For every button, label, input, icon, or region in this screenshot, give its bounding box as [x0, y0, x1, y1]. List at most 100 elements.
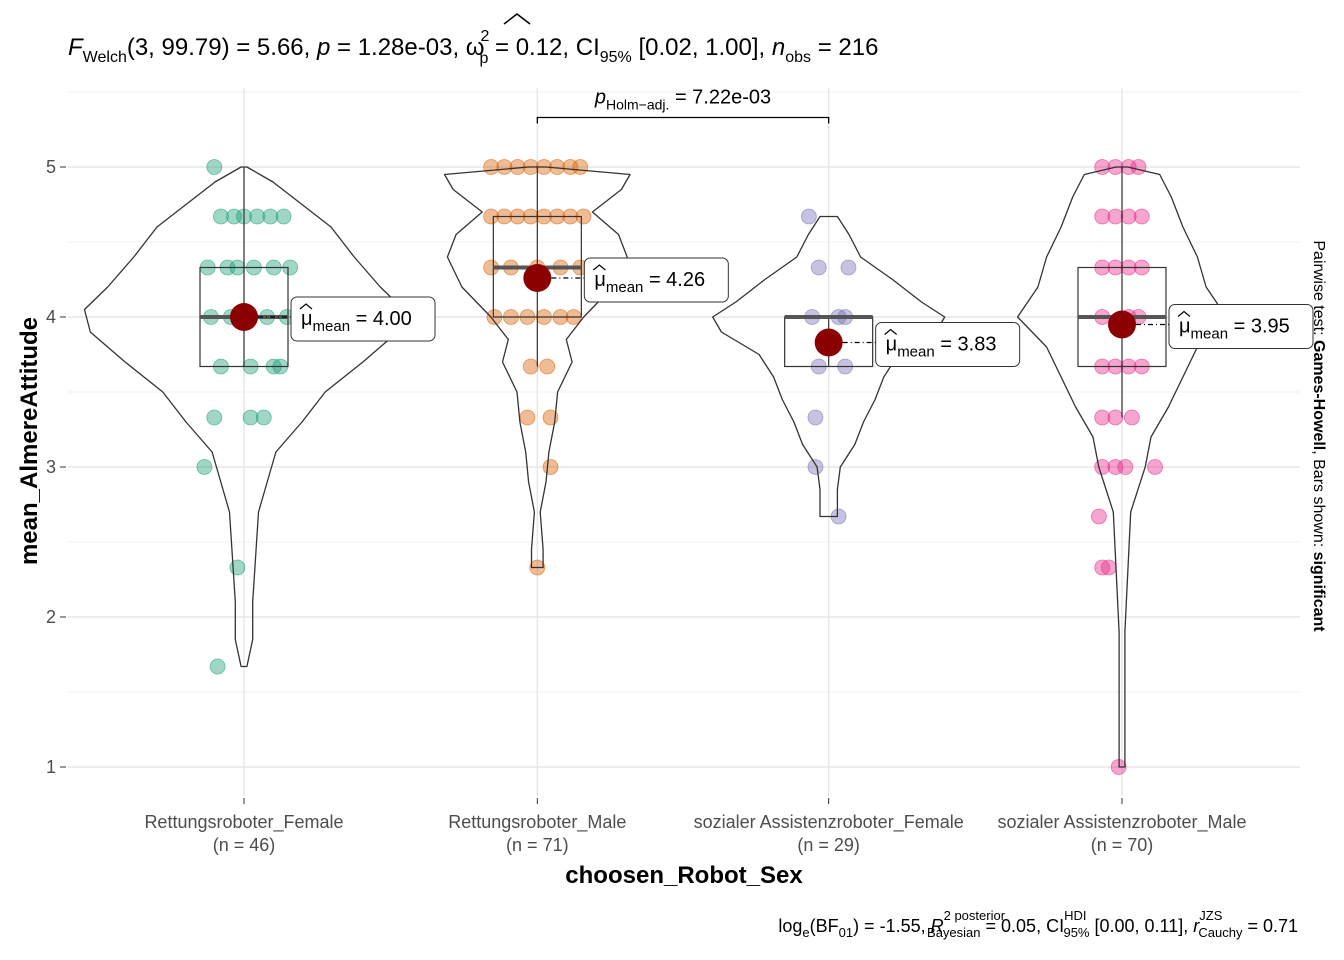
- data-point: [800, 208, 817, 225]
- group-0: μmean = 4.00: [83, 159, 436, 675]
- title-omega-sup: 2: [481, 28, 490, 45]
- mean-label: μmean = 4.26: [594, 269, 705, 296]
- x-axis: Rettungsroboter_Female(n = 46) Rettungsro…: [144, 798, 1247, 855]
- mean-label: μmean = 3.95: [1179, 316, 1290, 343]
- cap-log-sub: e: [802, 925, 809, 940]
- data-point: [572, 159, 589, 175]
- data-point: [1120, 208, 1137, 225]
- x-category-n: (n = 70): [1091, 835, 1154, 855]
- mean-label-box: [875, 322, 1021, 367]
- group-2: μmean = 3.83: [712, 208, 1021, 525]
- y-tick-label: 4: [46, 307, 56, 327]
- title-f-sub: Welch: [83, 49, 127, 66]
- y-axis: 1 2 3 4 5: [46, 157, 66, 777]
- mean-value: = 3.95: [1228, 316, 1290, 338]
- data-point: [249, 208, 266, 225]
- mean-value: = 4.00: [350, 308, 412, 330]
- mu-hat-icon: [1177, 310, 1191, 317]
- y-tick-label: 1: [46, 757, 56, 777]
- cap-log: log: [778, 916, 802, 936]
- bayes-caption: loge(BF01) = -1.55, R2 posterior Bayesian…: [778, 908, 1298, 940]
- mu-hat-icon: [299, 303, 313, 310]
- side-shown: significant: [1310, 552, 1327, 633]
- violin: [443, 166, 631, 569]
- data-point: [206, 159, 223, 175]
- data-point: [1107, 409, 1124, 426]
- cap-ci-value: [0.00, 0.11],: [1090, 916, 1194, 936]
- mean-point: [523, 264, 552, 292]
- violin: [83, 166, 405, 668]
- data-point: [1094, 459, 1111, 475]
- side-prefix: Pairwise test:: [1310, 240, 1327, 340]
- x-axis-title: choosen_Robot_Sex: [565, 862, 803, 889]
- x-category-label: sozialer Assistenzroboter_Male: [997, 812, 1246, 833]
- data-point: [262, 208, 279, 225]
- data-point: [226, 208, 243, 225]
- x-category-n: (n = 29): [797, 835, 860, 855]
- mean-sub: mean: [606, 279, 644, 296]
- cap-ci-sub: 95%: [1063, 925, 1089, 940]
- group-1: μmean = 4.26: [443, 159, 729, 576]
- data-point: [519, 409, 536, 426]
- data-point: [1091, 508, 1107, 525]
- mean-mu: μ: [301, 308, 313, 330]
- cap-r-sub: Cauchy: [1198, 925, 1243, 940]
- data-point: [840, 259, 857, 276]
- y-tick-label: 3: [46, 457, 56, 477]
- comparison-p-sub: Holm−adj.: [606, 97, 669, 113]
- data-point: [496, 159, 513, 175]
- title-f: F: [68, 34, 84, 61]
- title-omega-value: = 0.12, CI: [488, 34, 599, 61]
- mean-label: μmean = 3.83: [886, 334, 997, 361]
- mean-label-box: [583, 257, 729, 303]
- cap-r-value: = 0.71: [1242, 916, 1298, 936]
- data-point: [206, 409, 223, 426]
- data-point: [1147, 459, 1163, 475]
- data-point: [1100, 559, 1117, 576]
- cap-r2-sup: 2 posterior: [944, 908, 1006, 923]
- data-point: [1130, 159, 1147, 175]
- title-n-value: = 216: [811, 34, 878, 61]
- data-point: [255, 409, 272, 426]
- cap-bf-sub: 01: [839, 925, 853, 940]
- comparison-bracket: pHolm−adj. = 7.22e-03: [536, 87, 830, 124]
- mean-label-box: [1168, 304, 1314, 349]
- mean-label: μmean = 4.00: [301, 308, 412, 335]
- grid-lines: [68, 88, 1300, 796]
- data-point: [483, 159, 500, 175]
- data-point: [807, 459, 824, 475]
- cap-ci-sup: HDI: [1064, 908, 1086, 923]
- mean-point: [230, 303, 258, 331]
- data-point: [1094, 159, 1111, 175]
- mean-value: = 3.83: [935, 334, 997, 356]
- data-point: [807, 409, 824, 426]
- x-category-label: Rettungsroboter_Male: [448, 812, 626, 833]
- mean-sub: mean: [313, 318, 351, 335]
- mu-hat-icon: [884, 328, 898, 335]
- mean-sub: mean: [1191, 326, 1229, 343]
- cap-r2: R: [931, 916, 944, 936]
- title-p-value: = 1.28e-03,: [330, 34, 465, 61]
- data-point: [539, 358, 556, 375]
- mean-mu: μ: [1179, 316, 1191, 338]
- title-ci-value: [0.02, 1.00],: [632, 34, 772, 61]
- y-tick-label: 5: [46, 157, 56, 177]
- data-point: [1117, 459, 1134, 475]
- stat-title: FWelch(3, 99.79) = 5.66, p = 1.28e-03, ω…: [68, 28, 878, 67]
- data-point: [542, 459, 559, 475]
- title-f-value: = 5.66,: [230, 34, 317, 61]
- violin: [712, 215, 946, 518]
- mean-value: = 4.26: [643, 269, 705, 291]
- cap-r-sup: JZS: [1199, 908, 1222, 923]
- data-point: [1124, 409, 1140, 426]
- comparison-label: pHolm−adj. = 7.22e-03: [594, 87, 771, 113]
- data-point: [242, 409, 259, 426]
- data-point: [209, 658, 226, 675]
- title-n-sub: obs: [785, 49, 811, 66]
- side-label: Pairwise test: Games-Howell, Bars shown:…: [1310, 240, 1327, 632]
- group-3: μmean = 3.95: [1016, 159, 1314, 775]
- x-category-label: sozialer Assistenzroboter_Female: [694, 812, 964, 833]
- cap-r2-value: = 0.05, CI: [981, 916, 1065, 936]
